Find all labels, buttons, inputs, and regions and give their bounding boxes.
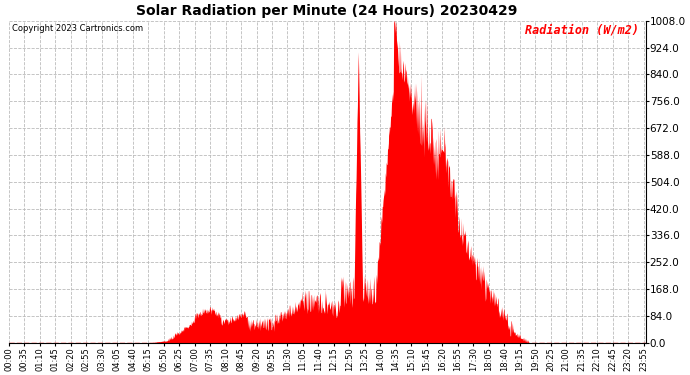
Text: Copyright 2023 Cartronics.com: Copyright 2023 Cartronics.com — [12, 24, 143, 33]
Title: Solar Radiation per Minute (24 Hours) 20230429: Solar Radiation per Minute (24 Hours) 20… — [137, 4, 518, 18]
Text: Radiation (W/m2): Radiation (W/m2) — [525, 24, 639, 37]
